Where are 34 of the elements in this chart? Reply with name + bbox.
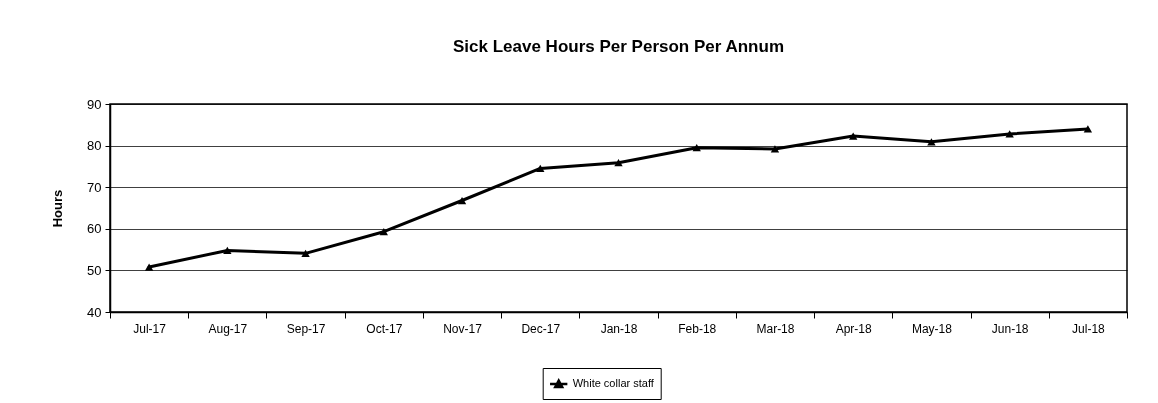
point [1005, 130, 1014, 138]
point [379, 228, 388, 236]
chart-title: Sick Leave Hours Per Person Per Annum [453, 37, 784, 56]
point [614, 159, 623, 167]
x-tick-label: Jul-17 [133, 321, 167, 336]
x-tick-label: Mar-18 [756, 321, 795, 336]
point [223, 246, 232, 255]
x-tick-label: Jun-18 [991, 321, 1029, 336]
point [457, 196, 467, 205]
x-tick-label: Nov-17 [443, 321, 483, 336]
y-axis-title: Hours [50, 189, 66, 228]
x-tick-label: May-18 [911, 321, 953, 336]
point [770, 145, 780, 153]
legend-label: White collar staff [572, 377, 655, 389]
x-tick-label: Feb-18 [678, 321, 717, 336]
x-tick-label: Aug-17 [208, 321, 248, 336]
y-tick-label: 70 [87, 179, 102, 195]
y-tick-label: 40 [87, 304, 102, 320]
x-tick-label: Jan-18 [600, 321, 638, 336]
point [144, 263, 154, 271]
x-tick-label: Oct-17 [366, 321, 403, 336]
point [849, 132, 858, 140]
y-tick-label: 80 [87, 138, 102, 154]
x-tick-label: Jul-18 [1072, 321, 1106, 336]
y-tick-label: 60 [87, 221, 102, 237]
point [536, 164, 545, 173]
y-tick-label: 90 [87, 96, 102, 112]
x-tick-label: Dec-17 [521, 321, 561, 336]
point [692, 144, 701, 152]
y-tick-label: 50 [87, 262, 102, 278]
point [301, 249, 310, 257]
x-tick-label: Sep-17 [286, 321, 326, 336]
point [1083, 125, 1093, 133]
x-tick-label: Apr-18 [835, 321, 873, 336]
